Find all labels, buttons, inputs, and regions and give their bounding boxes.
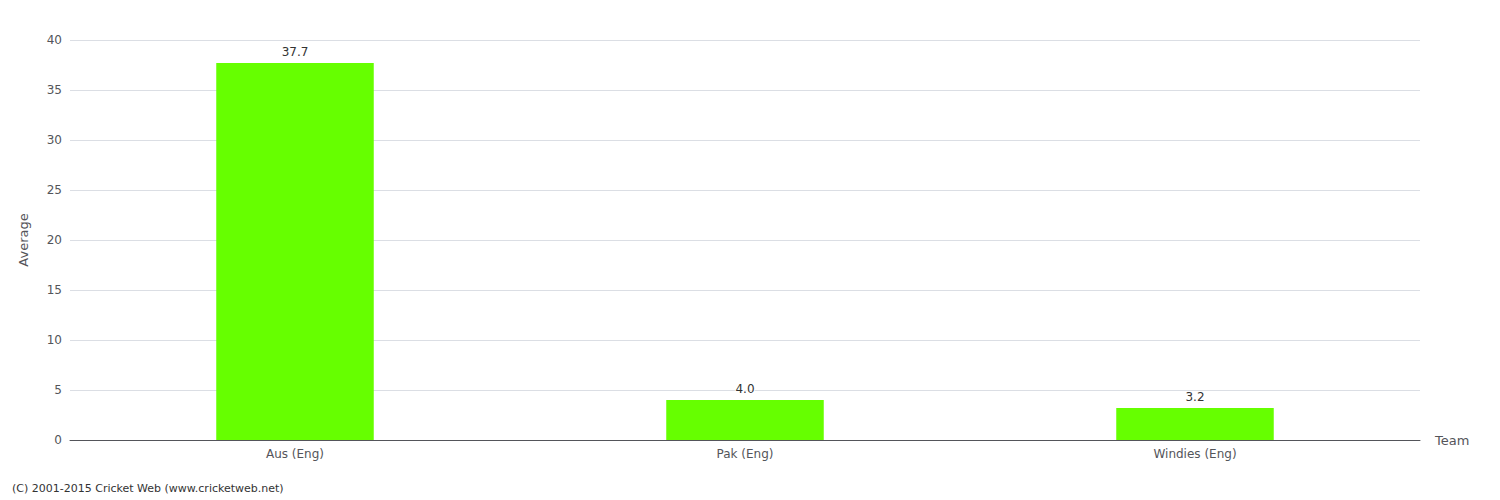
svg-text:Pak (Eng): Pak (Eng) (717, 447, 774, 461)
svg-text:37.7: 37.7 (282, 45, 309, 59)
svg-text:Average: Average (16, 213, 31, 266)
svg-text:15: 15 (47, 283, 62, 297)
svg-text:5: 5 (54, 383, 62, 397)
svg-text:20: 20 (47, 233, 62, 247)
svg-text:0: 0 (54, 433, 62, 447)
svg-text:4.0: 4.0 (735, 382, 754, 396)
svg-text:40: 40 (47, 33, 62, 47)
svg-text:3.2: 3.2 (1185, 390, 1204, 404)
svg-text:Team: Team (1434, 433, 1469, 448)
svg-text:35: 35 (47, 83, 62, 97)
svg-text:10: 10 (47, 333, 62, 347)
svg-text:Aus (Eng): Aus (Eng) (266, 447, 324, 461)
svg-text:Windies (Eng): Windies (Eng) (1153, 447, 1236, 461)
svg-text:30: 30 (47, 133, 62, 147)
svg-text:25: 25 (47, 183, 62, 197)
svg-text:(C) 2001-2015 Cricket Web (www: (C) 2001-2015 Cricket Web (www.cricketwe… (12, 482, 284, 495)
